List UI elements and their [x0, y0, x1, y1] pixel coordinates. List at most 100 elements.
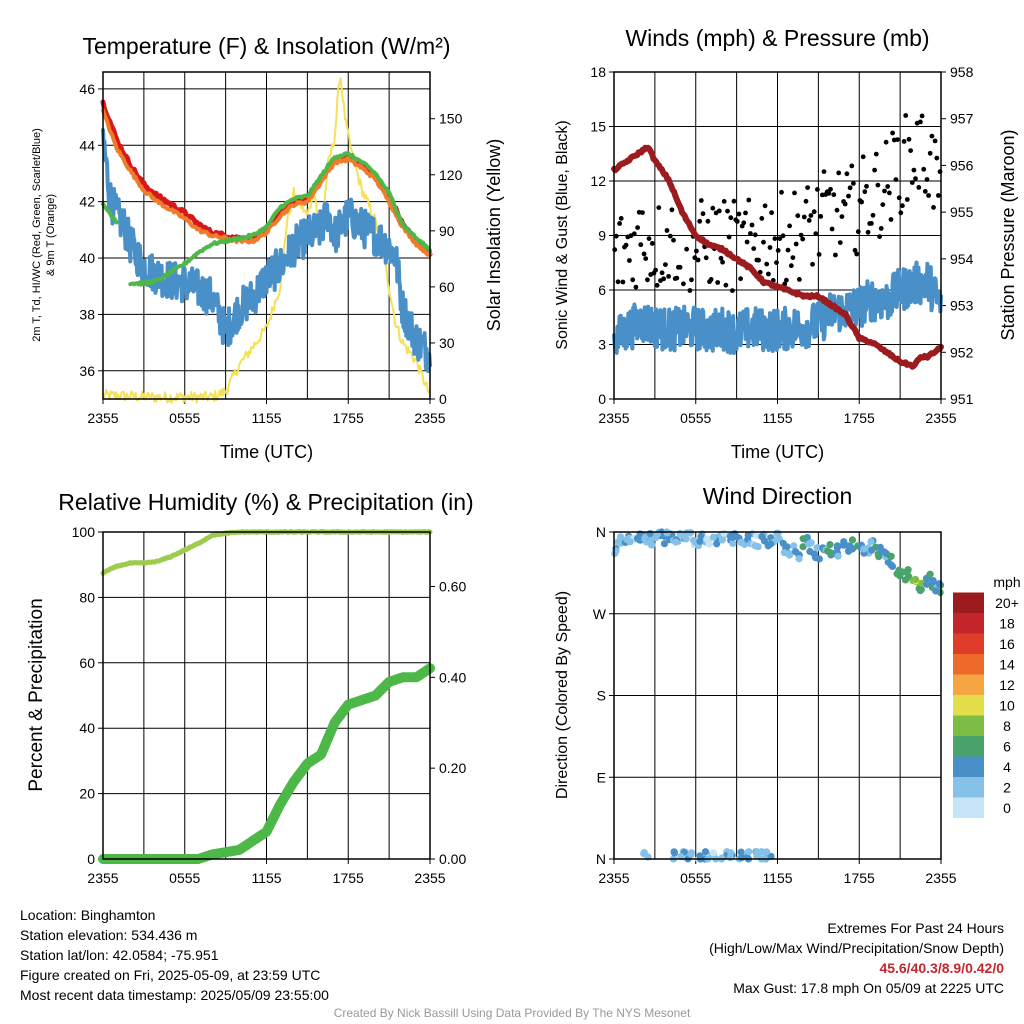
humidity-panel-border: [102, 531, 431, 860]
gust-point: [681, 281, 686, 287]
direction-point: [848, 536, 857, 544]
direction-point: [795, 555, 803, 563]
direction-point: [799, 535, 807, 543]
direction-panel-title: Wind Direction: [703, 483, 853, 509]
winds-panel-y2tick-label: 954: [950, 251, 974, 267]
gust-point: [720, 259, 725, 265]
gust-point: [759, 216, 765, 221]
gust-point: [780, 233, 786, 239]
gust-point: [875, 182, 881, 188]
direction-panel-xtick-label: 1755: [844, 870, 875, 886]
gust-point: [730, 288, 735, 293]
colorbar-label: 18: [999, 615, 1015, 631]
gust-point: [631, 231, 637, 237]
gust-point: [725, 208, 730, 214]
temp-panel-ylabel-2: & 9m T (Orange): [45, 194, 57, 276]
gust-point: [846, 193, 851, 199]
temp-panel-ytick-label: 46: [79, 81, 95, 97]
gust-point: [826, 191, 832, 196]
gust-point: [895, 137, 900, 143]
colorbar-label: 10: [999, 697, 1015, 713]
direction-panel-ytick-label: E: [597, 769, 606, 785]
winds-panel-ylabel-right: Station Pressure (Maroon): [998, 129, 1018, 340]
gust-point: [767, 245, 773, 250]
gust-point: [751, 246, 757, 252]
humidity-panel-xtick-label: 2355: [87, 870, 118, 886]
gust-point: [613, 233, 619, 239]
gust-point: [645, 277, 650, 283]
direction-point: [903, 569, 911, 577]
gust-point: [890, 130, 895, 136]
max-gust-text: Max Gust: 17.8 mph On 05/09 at 2225 UTC: [733, 980, 1004, 996]
colorbar-label: 12: [999, 677, 1015, 693]
gust-point: [792, 190, 797, 196]
direction-point: [703, 535, 711, 543]
gust-point: [869, 221, 874, 226]
gust-point: [808, 213, 814, 218]
direction-point: [718, 536, 726, 544]
gust-point: [769, 210, 774, 216]
temp-panel-border: [102, 71, 431, 400]
direction-point: [760, 537, 769, 545]
station-info: Location: Binghamton Station elevation: …: [20, 905, 329, 1005]
gust-point: [831, 192, 837, 198]
extremes-values: 45.6/40.3/8.9/0.42/0: [879, 960, 1004, 976]
colorbar-label: 20+: [995, 595, 1019, 611]
extremes-title: Extremes For Past 24 Hours: [827, 920, 1004, 936]
gust-point: [689, 277, 694, 283]
direction-panel-xtick-label: 2355: [598, 870, 629, 886]
direction-point: [617, 533, 625, 541]
winds-panel-y2tick-label: 952: [950, 344, 974, 360]
colorbar-label: 0: [1003, 800, 1011, 816]
gust-point: [877, 234, 882, 240]
direction-point: [729, 539, 737, 548]
gust-point: [748, 231, 753, 236]
gust-point: [800, 236, 806, 242]
direction-panel-ytick-label: W: [593, 606, 607, 622]
temp-panel-xtick-label: 0555: [169, 410, 200, 426]
temp-panel-ytick-label: 38: [79, 306, 95, 322]
direction-panel-ytick-label: N: [596, 524, 606, 540]
gust-point: [633, 284, 639, 290]
temp-panel-y2tick-label: 150: [439, 111, 463, 127]
direction-point: [901, 576, 910, 584]
direction-point: [867, 537, 875, 546]
winds-panel-xtick-label: 1755: [844, 410, 875, 426]
gust-point: [801, 214, 807, 220]
gust-point: [859, 199, 864, 205]
winds-panel-y2tick-label: 956: [950, 157, 974, 173]
gust-point: [723, 282, 729, 288]
direction-point: [727, 849, 735, 857]
humidity-panel-y2tick-label: 0.60: [439, 579, 466, 595]
windchill-line: [101, 128, 432, 373]
direction-point: [779, 539, 787, 547]
direction-point: [888, 562, 897, 571]
gust-point: [878, 226, 884, 231]
temp-panel-title: Temperature (F) & Insolation (W/m²): [82, 33, 450, 59]
gust-point: [757, 269, 763, 275]
temp-9m-line: [101, 108, 432, 257]
direction-point: [896, 572, 904, 580]
direction-point: [767, 540, 775, 548]
gust-point: [931, 205, 936, 210]
gust-point: [663, 262, 668, 267]
direction-point: [744, 531, 752, 539]
colorbar-swatch: [953, 592, 984, 613]
gust-point: [873, 151, 879, 157]
gust-point: [738, 276, 743, 282]
gust-point: [671, 237, 676, 243]
gust-point: [728, 215, 734, 221]
colorbar-swatch: [953, 756, 984, 777]
humidity-panel-ytick-label: 60: [79, 655, 95, 671]
winds-panel-xtick-label: 0555: [680, 410, 711, 426]
direction-point: [767, 852, 775, 861]
gust-point: [743, 210, 748, 216]
gust-point: [715, 280, 721, 285]
gust-point: [731, 198, 737, 204]
gust-point: [772, 236, 778, 242]
gust-point: [837, 240, 843, 246]
direction-point: [812, 554, 820, 562]
direction-panel-xtick-label: 1155: [762, 870, 792, 886]
gust-point: [921, 166, 927, 172]
